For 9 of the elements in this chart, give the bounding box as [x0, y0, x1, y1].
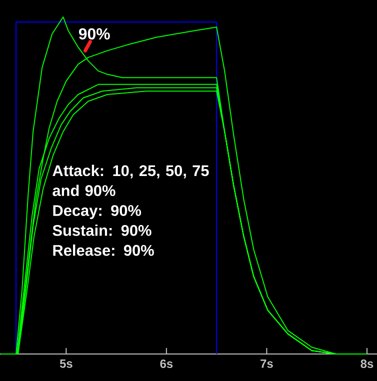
- annotation: Attack: 10, 25, 50, 75 and 90%: [52, 164, 209, 196]
- x-tick-label: 7s: [260, 360, 273, 368]
- annotation: Release: 90%: [53, 244, 154, 256]
- x-tick-label: 5s: [60, 360, 72, 368]
- annotation: 90%: [78, 28, 110, 40]
- x-tick-label: 8s: [360, 360, 374, 368]
- annotation: Sustain: 90%: [52, 224, 152, 236]
- x-tick-label: 6s: [160, 360, 173, 368]
- annotation: Decay: 90%: [53, 205, 142, 220]
